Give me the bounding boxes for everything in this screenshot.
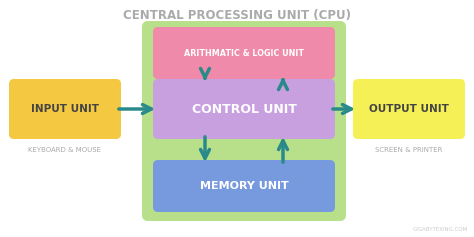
- Text: INPUT UNIT: INPUT UNIT: [31, 104, 99, 114]
- Text: CENTRAL PROCESSING UNIT (CPU): CENTRAL PROCESSING UNIT (CPU): [123, 9, 351, 22]
- Text: SCREEN & PRINTER: SCREEN & PRINTER: [375, 147, 443, 153]
- Text: OUTPUT UNIT: OUTPUT UNIT: [369, 104, 449, 114]
- Text: MEMORY UNIT: MEMORY UNIT: [200, 181, 288, 191]
- Text: ARITHMATIC & LOGIC UNIT: ARITHMATIC & LOGIC UNIT: [184, 49, 304, 58]
- FancyBboxPatch shape: [353, 79, 465, 139]
- Text: GIGABYTEXING.COM: GIGABYTEXING.COM: [413, 227, 468, 232]
- Text: CONTROL UNIT: CONTROL UNIT: [191, 102, 296, 115]
- FancyBboxPatch shape: [153, 79, 335, 139]
- FancyBboxPatch shape: [153, 27, 335, 79]
- FancyBboxPatch shape: [153, 160, 335, 212]
- Text: KEYBOARD & MOUSE: KEYBOARD & MOUSE: [28, 147, 101, 153]
- FancyBboxPatch shape: [9, 79, 121, 139]
- FancyBboxPatch shape: [142, 21, 346, 221]
